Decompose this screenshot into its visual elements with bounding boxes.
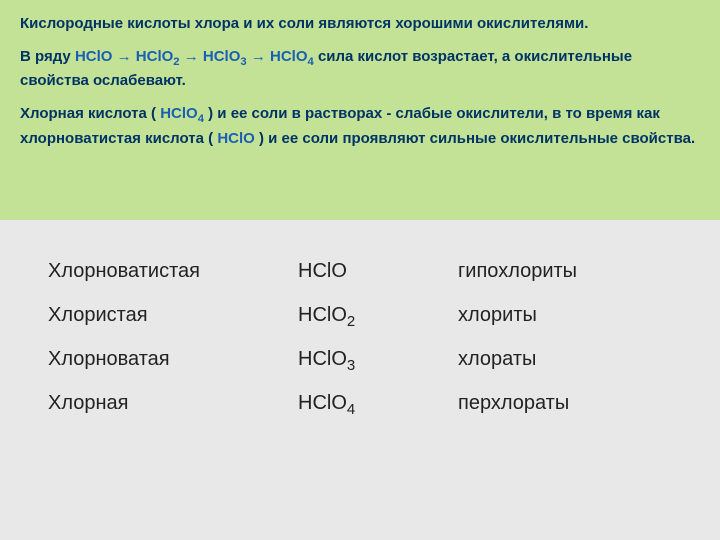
formula-hclo2: HClO2	[136, 48, 180, 65]
table-row: Хлорноватая HClO3 хлораты	[48, 348, 680, 374]
arrow-icon: →	[251, 48, 266, 65]
para2-t1: Хлорная кислота (	[20, 105, 160, 122]
acid-table: Хлорноватистая HClO гипохлориты Хлориста…	[0, 220, 720, 456]
formula-hclo4: HClO4	[270, 48, 314, 65]
acid-formula: HClO	[298, 260, 448, 286]
formula-hclo-b: HClO	[217, 130, 255, 147]
formula-hclo: HClO	[75, 48, 113, 65]
formula-hclo3: HClO3	[203, 48, 247, 65]
salt-name: хлораты	[448, 348, 680, 374]
acid-formula: HClO4	[298, 392, 448, 418]
acid-formula: HClO2	[298, 304, 448, 330]
para2: Хлорная кислота ( HClO4 ) и ее соли в ра…	[20, 103, 700, 150]
para2-t3: ) и ее соли проявляют сильные окислитель…	[255, 130, 695, 147]
heading: Кислородные кислоты хлора и их соли явля…	[20, 14, 700, 34]
acid-formula: HClO3	[298, 348, 448, 374]
series-suffix: сила кислот возрастает, а окислительные …	[20, 48, 632, 90]
intro-section: Кислородные кислоты хлора и их соли явля…	[0, 0, 720, 220]
series-prefix: В ряду	[20, 48, 75, 65]
arrow-icon: →	[117, 48, 132, 65]
salt-name: хлориты	[448, 304, 680, 330]
acid-name: Хлористая	[48, 304, 298, 330]
series-paragraph: В ряду HClO → HClO2 → HClO3 → HClO4 сила…	[20, 46, 700, 93]
acid-name: Хлорная	[48, 392, 298, 418]
salt-name: гипохлориты	[448, 260, 680, 286]
table-row: Хлорноватистая HClO гипохлориты	[48, 260, 680, 286]
acid-name: Хлорноватая	[48, 348, 298, 374]
acid-name: Хлорноватистая	[48, 260, 298, 286]
table-row: Хлорная HClO4 перхлораты	[48, 392, 680, 418]
arrow-icon: →	[184, 48, 199, 65]
table-row: Хлористая HClO2 хлориты	[48, 304, 680, 330]
salt-name: перхлораты	[448, 392, 680, 418]
formula-hclo4-b: HClO4	[160, 105, 204, 122]
